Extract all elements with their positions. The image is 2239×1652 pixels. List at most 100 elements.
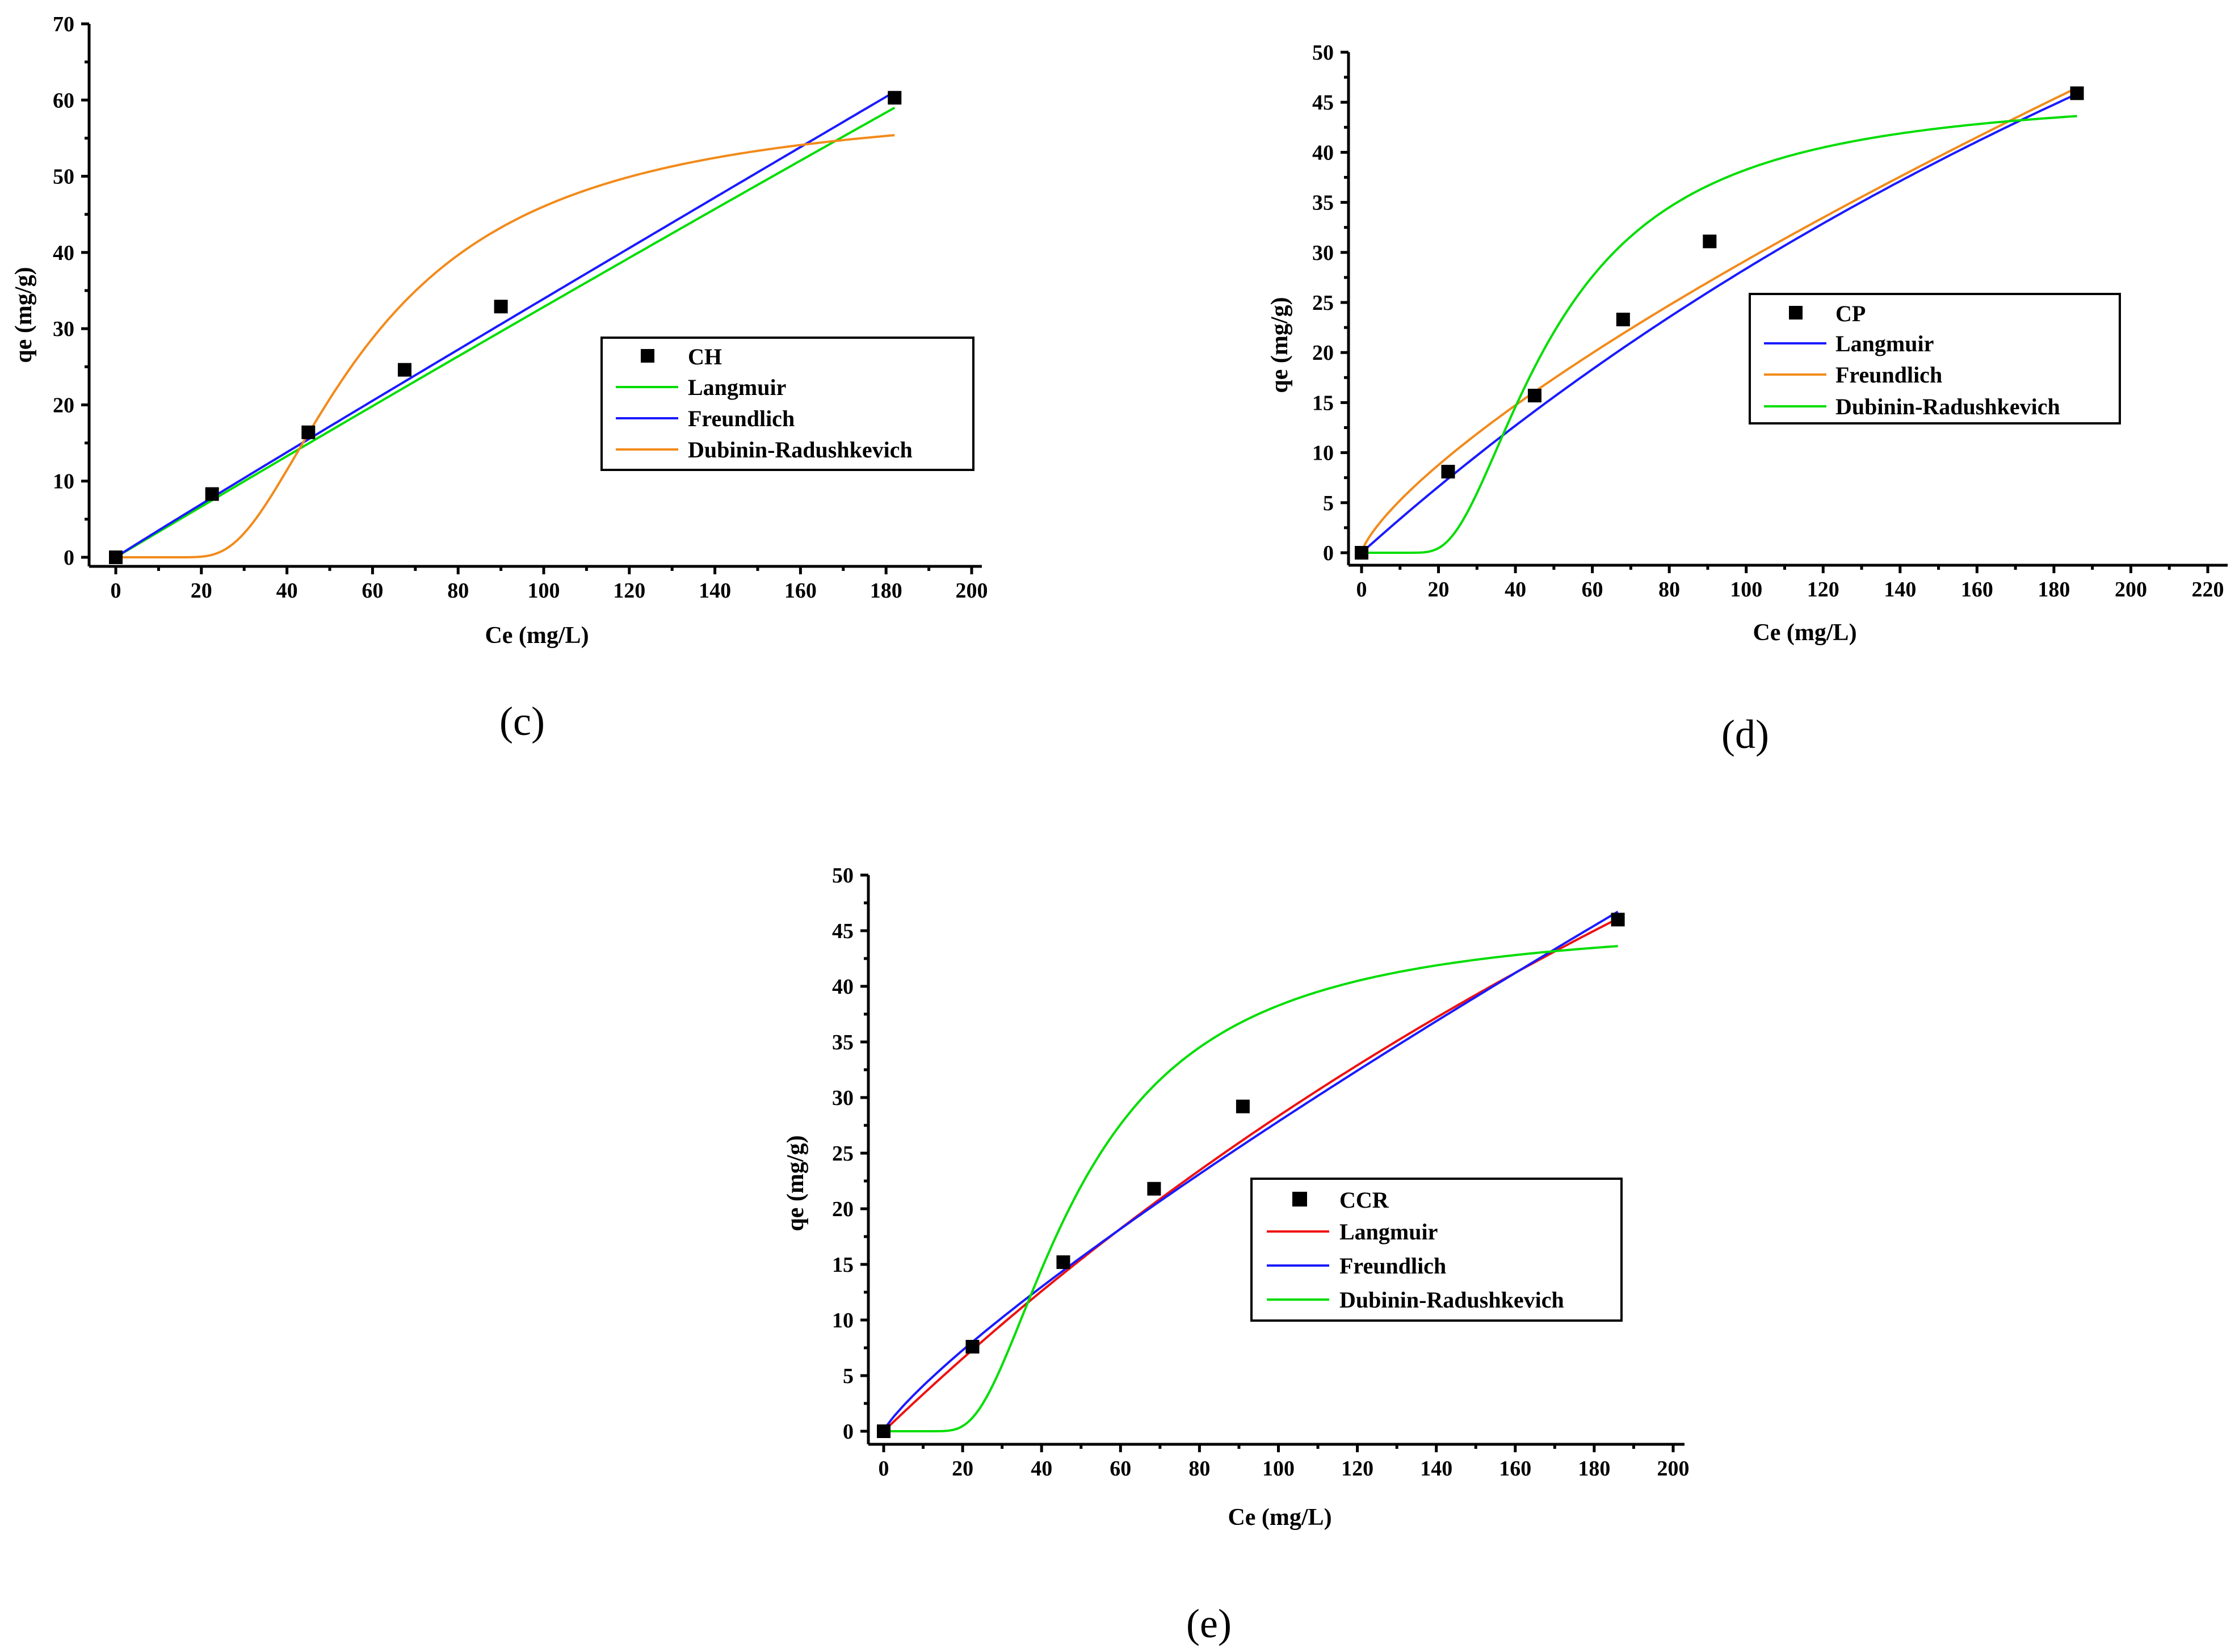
x-axis-title: Ce (mg/L)	[1753, 620, 1856, 646]
data-point	[205, 487, 219, 501]
data-points	[877, 913, 1625, 1438]
data-points	[1355, 86, 2084, 560]
data-point	[1703, 234, 1717, 249]
panel-label-c: (c)	[499, 699, 545, 744]
x-tick-label: 20	[1428, 578, 1450, 602]
legend-marker-square	[1789, 306, 1803, 320]
x-tick-label: 180	[2038, 578, 2070, 602]
data-point	[1616, 312, 1630, 326]
curves	[115, 90, 896, 558]
x-tick-label: 0	[111, 579, 121, 603]
data-point	[1611, 913, 1625, 927]
data-points	[109, 91, 902, 564]
y-tick-label: 35	[1312, 191, 1334, 215]
y-tick-label: 40	[832, 975, 854, 999]
x-axis-title: Ce (mg/L)	[485, 623, 589, 649]
y-tick-label: 30	[1312, 241, 1334, 265]
y-tick-label: 0	[64, 546, 74, 570]
data-point	[1236, 1099, 1250, 1113]
data-point	[397, 363, 411, 377]
y-tick-label: 10	[832, 1309, 854, 1332]
y-tick-label: 45	[832, 919, 854, 943]
legend-box	[1749, 293, 2121, 424]
legend-label-freundlich: Freundlich	[1835, 362, 1942, 388]
y-tick-label: 20	[1312, 341, 1334, 365]
x-tick-label: 180	[1578, 1457, 1610, 1481]
data-point	[1527, 389, 1541, 403]
data-point	[494, 300, 508, 314]
y-tick-label: 10	[1312, 442, 1334, 465]
y-tick-label: 20	[832, 1197, 854, 1221]
x-tick-label: 40	[1031, 1457, 1052, 1481]
series-line-dubinin-radushkevich	[1362, 115, 2077, 554]
y-tick-label: 15	[832, 1253, 854, 1277]
x-tick-label: 80	[1658, 578, 1680, 602]
x-tick-label: 200	[1657, 1457, 1690, 1481]
y-axis-title: qe (mg/g)	[783, 1135, 809, 1231]
x-ticks: 0 20 40 60 80 100 120 140 160 180 200	[879, 1444, 1690, 1481]
y-tick-label: 0	[1323, 541, 1334, 565]
legend-marker-square	[641, 349, 654, 363]
data-point	[2070, 86, 2084, 100]
series-line-langmuir	[883, 917, 1619, 1432]
legend-label-dubinin-radushkevich: Dubinin-Radushkevich	[1339, 1287, 1564, 1313]
y-tick-label: 70	[53, 12, 74, 36]
series-line-freundlich	[1360, 86, 2078, 553]
x-tick-label: 200	[2115, 578, 2147, 602]
chart-panel-e: 0 5 10 15 20 25 30 35 40 45 50 0 20 40 60 80 100 120 140 1…	[783, 864, 1690, 1646]
y-tick-label: 45	[1312, 91, 1334, 115]
x-tick-label: 40	[1505, 578, 1526, 602]
x-tick-label: 20	[952, 1457, 973, 1481]
y-tick-label: 35	[832, 1031, 854, 1054]
legend-box	[600, 337, 974, 471]
x-tick-label: 160	[784, 579, 817, 603]
chart-panel-c: 0 10 20 30 40 50 60 70 0 20 40 60 80 100 120 140 160 180…	[11, 12, 988, 744]
legend: CP Langmuir Freundlich Dubinin-Radushkev…	[1749, 293, 2121, 424]
y-tick-label: 40	[53, 241, 74, 265]
y-tick-label: 30	[53, 317, 74, 341]
legend-marker-square	[1292, 1192, 1307, 1207]
legend-label-dubinin-radushkevich: Dubinin-Radushkevich	[1835, 394, 2060, 419]
y-ticks: 0 10 20 30 40 50 60 70	[53, 12, 89, 570]
legend-label-dubinin-radushkevich: Dubinin-Radushkevich	[688, 437, 913, 463]
y-tick-label: 5	[1323, 491, 1334, 515]
legend-label-points: CP	[1835, 301, 1866, 326]
data-point	[1441, 465, 1455, 479]
y-tick-label: 0	[843, 1420, 854, 1444]
panel-label-d: (d)	[1721, 712, 1769, 757]
y-tick-label: 40	[1312, 141, 1334, 165]
data-point	[965, 1340, 980, 1354]
x-tick-label: 200	[956, 579, 988, 603]
x-tick-label: 100	[528, 579, 560, 603]
curves	[883, 910, 1619, 1432]
x-tick-label: 0	[1356, 578, 1367, 602]
x-tick-label: 160	[1961, 578, 1993, 602]
y-tick-label: 30	[832, 1086, 854, 1110]
series-line-freundlich	[115, 90, 896, 558]
x-tick-label: 100	[1730, 578, 1762, 602]
y-tick-label: 15	[1312, 391, 1334, 415]
x-tick-label: 120	[1341, 1457, 1373, 1481]
y-tick-label: 50	[53, 165, 74, 189]
y-ticks: 0 5 10 15 20 25 30 35 40 45 50	[1312, 41, 1349, 565]
x-tick-label: 140	[1884, 578, 1916, 602]
x-tick-label: 140	[699, 579, 731, 603]
legend-label-points: CCR	[1339, 1187, 1389, 1213]
x-tick-label: 120	[1807, 578, 1839, 602]
series-line-dubinin-radushkevich	[116, 134, 895, 558]
legend-label-langmuir: Langmuir	[1835, 331, 1934, 356]
x-tick-label: 60	[1582, 578, 1603, 602]
series-line-dubinin-radushkevich	[884, 945, 1618, 1432]
y-tick-label: 10	[53, 470, 74, 494]
x-tick-label: 40	[276, 579, 298, 603]
y-tick-label: 25	[1312, 291, 1334, 315]
x-ticks: 0 20 40 60 80 100 120 140 160 180 200 220	[1356, 565, 2224, 602]
data-point	[888, 91, 902, 105]
x-tick-label: 60	[1110, 1457, 1131, 1481]
x-axis-title: Ce (mg/L)	[1228, 1504, 1331, 1531]
y-tick-label: 50	[832, 864, 854, 888]
legend-label-points: CH	[688, 344, 722, 369]
series-line-freundlich	[883, 910, 1619, 1432]
y-axis-title: qe (mg/g)	[11, 267, 37, 363]
x-tick-label: 100	[1262, 1457, 1295, 1481]
